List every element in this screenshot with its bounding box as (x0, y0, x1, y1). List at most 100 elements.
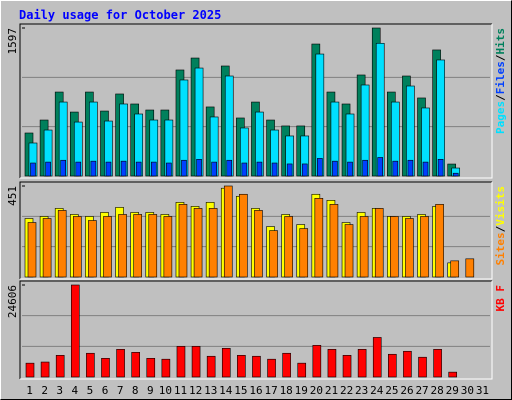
bar (239, 193, 248, 278)
bar (55, 355, 65, 378)
x-tick-label: 30 (461, 384, 474, 397)
bar (208, 208, 218, 278)
bar (286, 163, 293, 177)
bar (86, 352, 95, 378)
bar (166, 162, 172, 177)
bar (377, 157, 384, 177)
x-tick-label: 19 (295, 384, 308, 397)
bar (437, 159, 444, 177)
panel-border-dark (19, 181, 492, 279)
bar (25, 362, 35, 378)
bar (30, 162, 36, 177)
bar (60, 159, 66, 177)
x-tick-label: 22 (340, 384, 353, 397)
x-tick-label: 12 (189, 384, 202, 397)
bar (314, 198, 324, 278)
legend: Sites/Visits (494, 186, 507, 266)
panel-border-dark (19, 23, 492, 178)
bar (271, 162, 278, 177)
bar (359, 216, 369, 278)
bar (178, 204, 188, 278)
legend-entry: Hits (494, 28, 507, 55)
x-tick-label: 9 (147, 384, 154, 397)
bar (392, 160, 399, 177)
bar (131, 352, 140, 378)
bar (436, 59, 445, 177)
bar (118, 214, 127, 278)
x-tick-label: 21 (325, 384, 338, 397)
bar (375, 42, 385, 177)
bar (435, 204, 444, 278)
x-tick-label: 23 (355, 384, 368, 397)
bar (452, 172, 459, 177)
bar (282, 352, 291, 378)
legend-entry: Sites (494, 232, 507, 265)
bar (101, 358, 110, 378)
x-tick-label: 1 (26, 384, 33, 397)
chart-title: Daily usage for October 2025 (19, 8, 221, 22)
bar (88, 220, 97, 278)
bar (315, 53, 325, 177)
bar (57, 210, 67, 278)
x-tick-label: 29 (446, 384, 459, 397)
bar (42, 218, 52, 278)
bar (297, 362, 307, 378)
x-tick-label: 10 (159, 384, 172, 397)
bar (27, 222, 37, 278)
bar (450, 260, 460, 278)
bar (90, 160, 97, 177)
bar (75, 161, 82, 177)
bar (407, 159, 414, 177)
legend-entry: Files (494, 61, 507, 94)
legend-entry: Pages (494, 101, 507, 134)
bar (181, 159, 187, 177)
x-tick-label: 25 (385, 384, 398, 397)
y-tick-label: 24606 (6, 285, 19, 318)
bar (226, 159, 233, 177)
bar (301, 163, 308, 177)
x-tick-label: 28 (431, 384, 444, 397)
bar (206, 355, 216, 378)
x-tick-label: 18 (280, 384, 293, 397)
legend-entry: KB F (494, 285, 507, 312)
bar (362, 159, 368, 177)
bar (327, 349, 337, 378)
bar (223, 185, 233, 278)
bar (256, 161, 263, 177)
bar (193, 208, 203, 278)
bar (40, 361, 50, 378)
panel-border-dark (19, 280, 492, 379)
bar (120, 160, 127, 177)
bar (317, 158, 323, 177)
bar (374, 208, 384, 278)
legend-entry: Visits (494, 186, 507, 226)
x-tick-label: 7 (117, 384, 124, 397)
bar (388, 353, 397, 378)
x-tick-label: 13 (204, 384, 217, 397)
bar (418, 356, 427, 378)
bar (405, 218, 414, 278)
bar (312, 345, 322, 378)
bar (465, 258, 475, 278)
bar (105, 161, 112, 177)
bar (163, 216, 173, 278)
bar (357, 349, 367, 378)
legend: KB F (494, 285, 507, 312)
x-tick-label: 24 (370, 384, 384, 397)
bar (45, 161, 51, 177)
bar (403, 350, 412, 378)
x-tick-label: 6 (102, 384, 109, 397)
panel-border-light (20, 281, 493, 380)
bar (150, 161, 157, 177)
x-tick-label: 17 (264, 384, 277, 397)
legend-separator: / (494, 94, 507, 101)
bar (72, 216, 82, 278)
bar (211, 161, 217, 177)
bar (299, 228, 309, 278)
x-tick-label: 31 (476, 384, 489, 397)
x-tick-label: 20 (310, 384, 323, 397)
bar (135, 161, 142, 177)
x-tick-label: 14 (219, 384, 233, 397)
x-tick-label: 26 (400, 384, 413, 397)
